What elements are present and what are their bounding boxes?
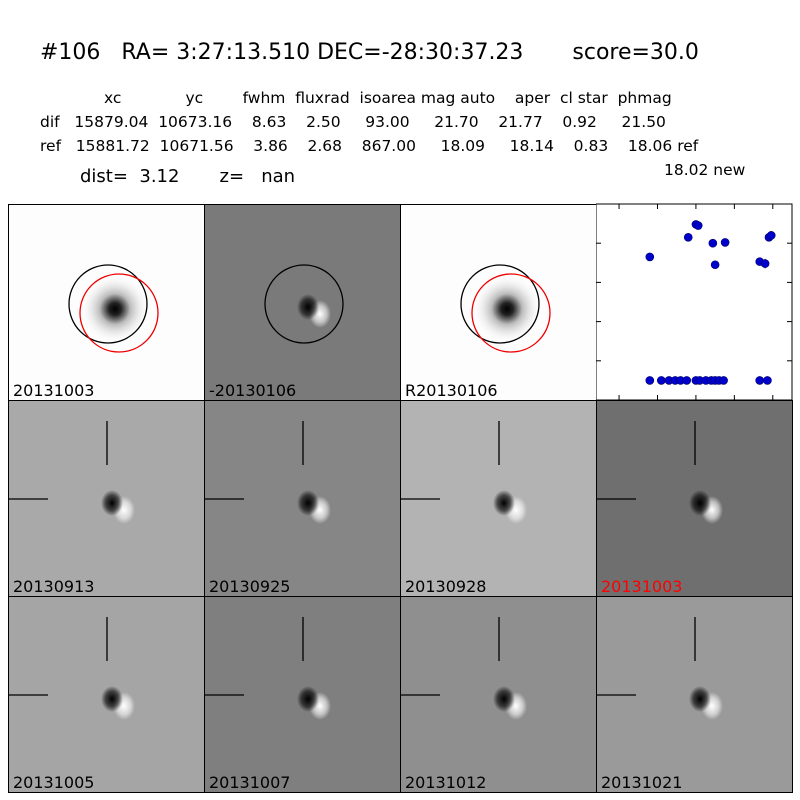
image-panel: 20130925 <box>204 400 401 597</box>
dipole-negative <box>297 294 319 320</box>
upper-limit-point <box>755 376 765 385</box>
dipole-negative <box>101 686 123 712</box>
image-panel: 20130913 <box>8 400 205 597</box>
detection-point <box>720 238 730 247</box>
detection-point <box>693 221 703 230</box>
plot-frame <box>596 203 793 401</box>
detection-point <box>760 259 770 268</box>
table-header: xc yc fwhm fluxrad isoarea mag auto aper… <box>104 89 672 107</box>
panel-date-label: R20130106 <box>405 381 498 400</box>
star-image <box>81 275 149 343</box>
detection-point <box>683 233 693 242</box>
detection-point <box>645 252 655 262</box>
panel-date-label: 20131012 <box>405 773 487 792</box>
panel-date-label: 20131021 <box>601 773 683 792</box>
panel-date-label: 20130913 <box>13 577 95 596</box>
light-curve-svg: 212223242526−100−50050100 <box>596 203 793 421</box>
table-row-new: 18.02 new <box>664 161 746 179</box>
detection-point <box>710 260 720 270</box>
panel-date-label: 20131003 <box>13 381 95 400</box>
panel-date-label: 20131003 <box>601 577 683 596</box>
upper-limit-point <box>719 376 728 385</box>
light-curve-plot: 212223242526−100−50050100 <box>596 192 800 424</box>
detection-point <box>766 231 776 240</box>
dipole-negative <box>689 686 711 712</box>
image-panel: 20131005 <box>8 596 205 793</box>
dipole-negative <box>297 686 319 712</box>
distance-readout: dist= 3.12 z= nan <box>80 166 296 187</box>
detection-circle <box>79 273 159 353</box>
image-panel: 20131003 <box>596 400 793 597</box>
upper-limit-point <box>657 376 666 385</box>
table-row-dif: dif 15879.04 10673.16 8.63 2.50 93.00 21… <box>40 113 666 131</box>
image-panel: 20131012 <box>400 596 597 793</box>
panel-date-label: 20131005 <box>13 773 95 792</box>
dipole-negative <box>493 490 515 516</box>
dipole-negative <box>689 490 711 516</box>
table-row-ref: ref 15881.72 10671.56 3.86 2.68 867.00 1… <box>40 137 699 155</box>
image-panel: -20130106 <box>204 204 401 401</box>
upper-limit-point <box>763 376 772 385</box>
dipole-negative <box>493 686 515 712</box>
star-image <box>473 275 541 343</box>
upper-limit-point <box>682 376 691 385</box>
reference-circle <box>264 264 344 344</box>
panel-date-label: 20130928 <box>405 577 487 596</box>
image-panel: 20131007 <box>204 596 401 793</box>
detection-point <box>708 238 718 248</box>
panel-date-label: -20130106 <box>209 381 297 400</box>
panel-date-label: 20130925 <box>209 577 291 596</box>
image-panel: 20131003 <box>8 204 205 401</box>
image-panel: R20130106 <box>400 204 597 401</box>
upper-limit-point <box>645 376 655 385</box>
reference-circle <box>460 264 540 344</box>
dipole-negative <box>101 490 123 516</box>
panel-date-label: 20131007 <box>209 773 291 792</box>
image-panel: 20130928 <box>400 400 597 597</box>
image-panel: 20131021 <box>596 596 793 793</box>
dipole-negative <box>297 490 319 516</box>
detection-circle <box>471 273 551 353</box>
page-title: #106 RA= 3:27:13.510 DEC=-28:30:37.23 sc… <box>40 40 699 65</box>
reference-circle <box>68 264 148 344</box>
